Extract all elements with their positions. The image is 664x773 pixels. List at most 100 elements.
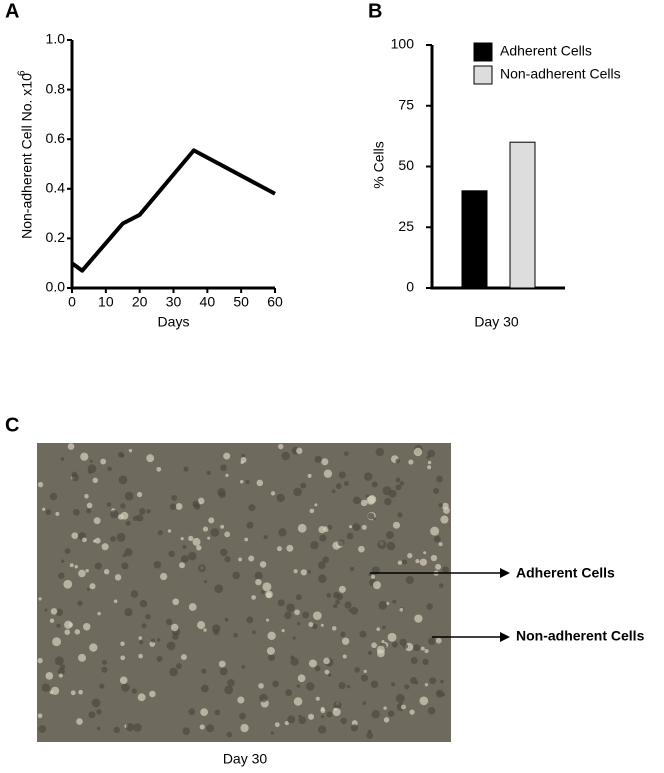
cell-texture	[391, 641, 398, 648]
annotation: Non-adherent Cells	[516, 628, 645, 644]
cell-texture	[183, 466, 189, 472]
y-tick-label: 0.8	[46, 80, 66, 96]
cell-texture	[371, 574, 376, 579]
cell-texture	[399, 481, 405, 486]
cell-texture	[372, 517, 376, 521]
cell-texture	[180, 654, 187, 661]
cell-texture	[366, 732, 374, 739]
cell-texture	[199, 724, 205, 730]
cell-texture	[276, 546, 282, 552]
cell-texture	[422, 658, 429, 666]
cell-texture	[296, 621, 301, 626]
cell-texture	[293, 697, 303, 706]
cell-texture	[332, 603, 338, 609]
cell-texture	[86, 508, 92, 514]
cell-texture	[212, 624, 221, 633]
cell-texture	[146, 454, 155, 463]
cell-texture	[248, 555, 255, 562]
cell-texture	[342, 654, 347, 659]
cell-texture	[157, 530, 163, 536]
cell-texture	[410, 677, 417, 684]
micrograph	[37, 443, 451, 742]
cell-texture	[153, 560, 162, 569]
cell-texture	[240, 723, 249, 733]
cell-texture	[405, 576, 414, 585]
cell-texture	[188, 535, 194, 542]
cell-texture	[94, 537, 101, 544]
cell-texture	[208, 517, 215, 524]
cell-texture	[130, 590, 139, 598]
cell-texture	[45, 672, 54, 680]
cell-texture	[200, 684, 209, 693]
cell-texture	[224, 617, 229, 622]
cell-texture	[167, 529, 172, 533]
cell-texture	[131, 688, 137, 694]
cell-texture	[37, 481, 44, 488]
cell-texture	[120, 641, 125, 646]
x-tick-label: 40	[200, 294, 216, 310]
panel-label: B	[368, 0, 382, 22]
cell-texture	[362, 701, 367, 705]
y-tick-label: 50	[398, 157, 414, 173]
cell-texture	[96, 709, 102, 715]
cell-texture	[335, 483, 342, 490]
cell-texture	[101, 543, 109, 551]
cell-texture	[441, 502, 449, 510]
cell-texture	[266, 618, 270, 622]
cell-texture	[41, 683, 51, 692]
cell-texture	[72, 508, 80, 516]
cell-texture	[223, 452, 231, 460]
cell-texture	[96, 726, 101, 731]
cell-texture	[124, 491, 134, 501]
cell-texture	[354, 667, 361, 673]
cell-texture	[118, 475, 128, 485]
cell-texture	[149, 690, 156, 698]
cell-texture	[86, 502, 93, 509]
cell-texture	[188, 603, 197, 611]
cell-texture	[284, 611, 292, 620]
cell-texture	[260, 590, 265, 594]
cell-texture	[55, 511, 60, 517]
cell-texture	[214, 584, 224, 594]
cell-texture	[324, 669, 330, 675]
cell-texture	[203, 580, 207, 584]
cell-texture	[244, 537, 249, 542]
cell-texture	[160, 572, 168, 581]
cell-texture	[346, 532, 354, 540]
cell-texture	[52, 637, 62, 647]
cell-texture	[435, 563, 442, 570]
cell-texture	[296, 447, 303, 455]
cell-texture	[156, 655, 163, 662]
cell-texture	[268, 653, 276, 661]
cell-texture	[107, 466, 112, 472]
cell-texture	[263, 535, 268, 540]
cell-texture	[387, 710, 395, 717]
cell-texture	[426, 603, 433, 610]
cell-texture	[238, 557, 243, 562]
cell-texture	[404, 684, 410, 690]
cell-texture	[101, 660, 107, 665]
x-tick-label: 30	[166, 294, 182, 310]
cell-texture	[71, 532, 79, 540]
cell-texture	[219, 667, 228, 676]
cell-texture	[383, 717, 390, 723]
cell-texture	[397, 560, 403, 565]
cell-texture	[441, 693, 445, 697]
cell-texture	[94, 562, 102, 570]
cell-texture	[326, 711, 333, 718]
cell-texture	[376, 645, 385, 654]
cell-texture	[423, 551, 427, 555]
cell-texture	[383, 706, 387, 710]
cell-texture	[326, 593, 332, 598]
cell-texture	[58, 673, 63, 678]
cell-texture	[93, 517, 101, 525]
cell-texture	[427, 449, 436, 458]
cell-texture	[54, 656, 64, 666]
cell-texture	[410, 657, 418, 664]
cell-texture	[314, 503, 318, 507]
cell-texture	[60, 664, 66, 670]
cell-texture	[188, 708, 196, 716]
y-tick-label: 0	[406, 279, 414, 295]
cell-texture	[384, 497, 392, 506]
